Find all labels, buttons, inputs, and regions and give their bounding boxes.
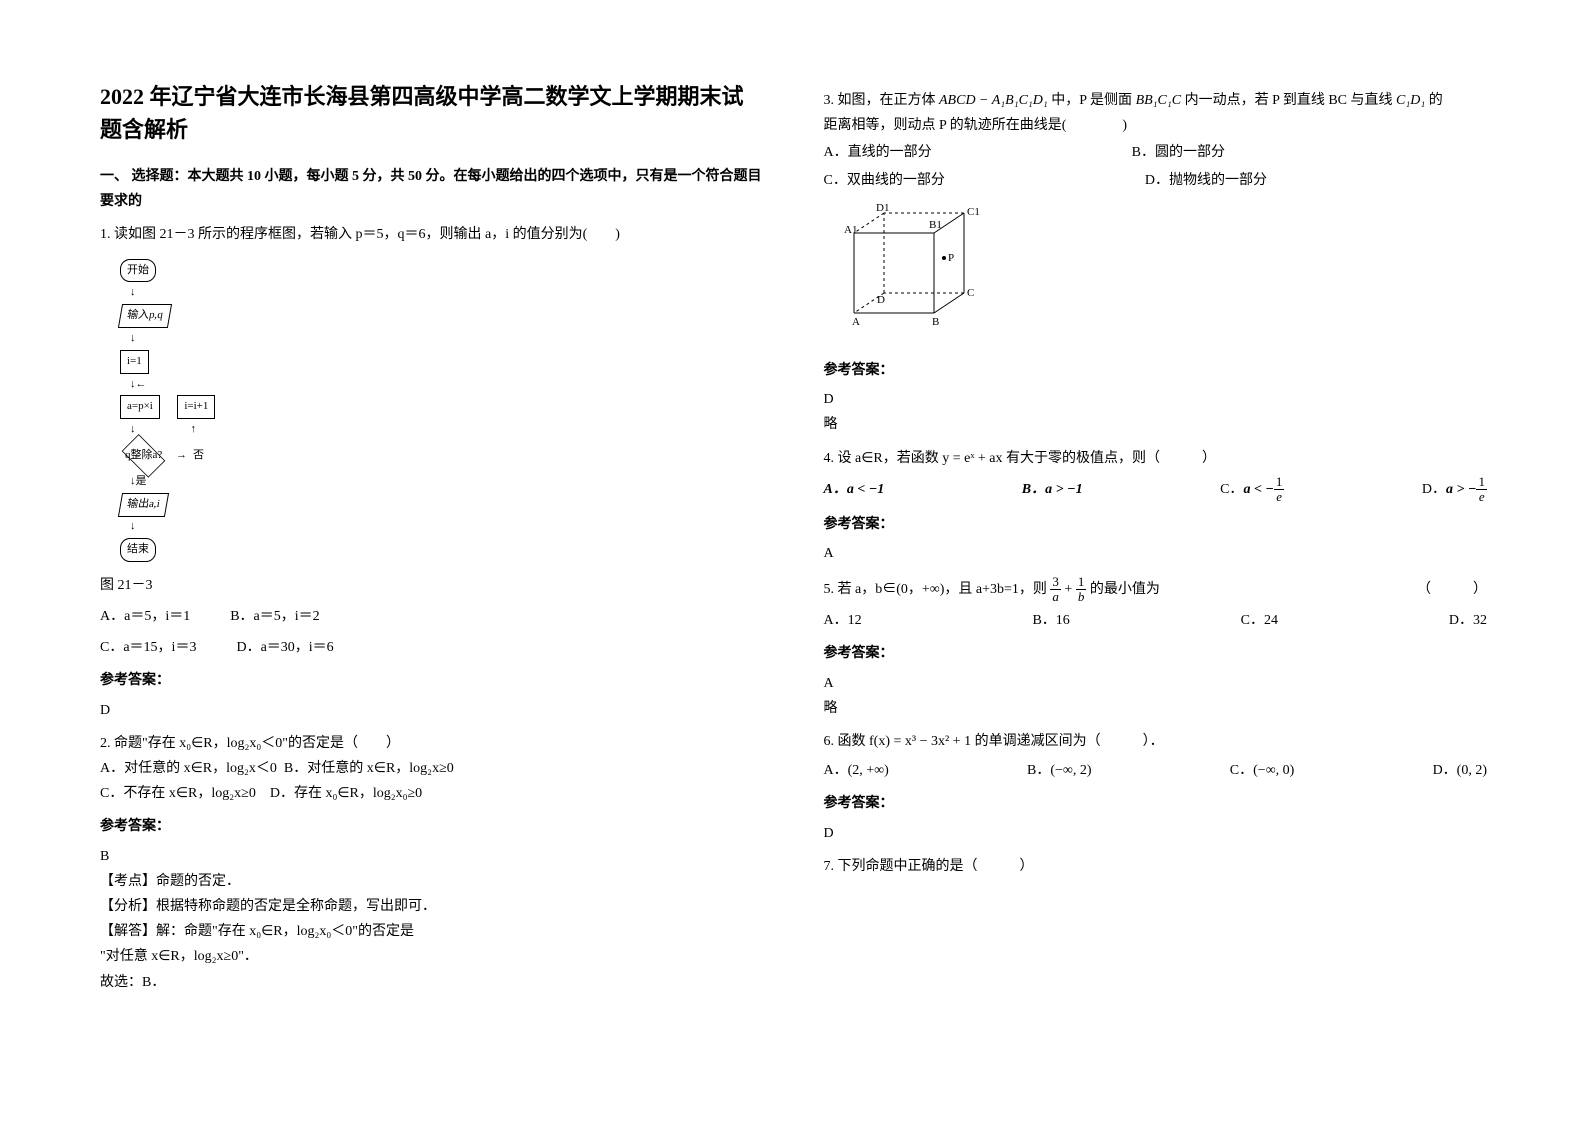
question-2: 2. 命题"存在 x₀∈R，log₂x₀＜0"的否定是（ ） A．对任意的 x∈… bbox=[100, 731, 764, 995]
question-6: 6. 函数 f(x) = x³ − 3x² + 1 的单调递减区间为（ ）． A… bbox=[824, 729, 1488, 846]
question-4: 4. 设 a∈R，若函数 y = eˣ + ax 有大于零的极值点，则（ ） A… bbox=[824, 446, 1488, 567]
svg-text:B1: B1 bbox=[929, 219, 942, 231]
q2-detail2: 【分析】根据特称命题的否定是全称命题，写出即可． bbox=[100, 894, 764, 919]
section-1-heading: 一、 选择题：本大题共 10 小题，每小题 5 分，共 50 分。在每小题给出的… bbox=[100, 164, 764, 214]
q3-opt-a: A．直线的一部分 bbox=[824, 140, 932, 165]
q6-opt-b: B．(−∞, 2) bbox=[1027, 758, 1092, 783]
flow-no: 否 bbox=[193, 446, 204, 466]
question-3: 3. 如图，在正方体 ABCD − A₁B₁C₁D₁ 中，P 是侧面 BB₁C₁… bbox=[824, 88, 1488, 438]
svg-text:C1: C1 bbox=[967, 206, 980, 218]
q4-opt-c: C．a < −1e bbox=[1220, 475, 1284, 505]
q3-line1: 3. 如图，在正方体 ABCD − A₁B₁C₁D₁ 中，P 是侧面 BB₁C₁… bbox=[824, 88, 1488, 113]
svg-text:B: B bbox=[932, 316, 939, 328]
flow-a-calc: a=p×i bbox=[120, 395, 160, 419]
question-5: 5. 若 a，b∈(0，+∞)，且 a+3b=1，则 3a + 1b 的最小值为… bbox=[824, 575, 1488, 721]
q5-answer-label: 参考答案： bbox=[824, 641, 1488, 666]
flow-end: 结束 bbox=[120, 538, 156, 562]
q6-answer: D bbox=[824, 821, 1488, 846]
question-7: 7. 下列命题中正确的是（ ） bbox=[824, 854, 1488, 879]
q5-note: 略 bbox=[824, 696, 1488, 721]
flow-input: 输入p,q bbox=[118, 304, 172, 328]
flow-output: 输出a,i bbox=[118, 493, 169, 517]
q6-answer-label: 参考答案： bbox=[824, 791, 1488, 816]
q3-opt-c: C．双曲线的一部分 bbox=[824, 168, 945, 193]
q7-text: 7. 下列命题中正确的是（ ） bbox=[824, 854, 1488, 879]
q3-line2: 距离相等，则动点 P 的轨迹所在曲线是( ) bbox=[824, 113, 1488, 138]
q2-answer: B bbox=[100, 844, 764, 869]
q3-answer-label: 参考答案： bbox=[824, 358, 1488, 383]
q5-opt-d: D．32 bbox=[1449, 608, 1487, 633]
q6-text: 6. 函数 f(x) = x³ − 3x² + 1 的单调递减区间为（ ）． bbox=[824, 729, 1488, 754]
svg-text:A: A bbox=[852, 316, 860, 328]
q6-opt-d: D．(0, 2) bbox=[1433, 758, 1487, 783]
q3-answer: D bbox=[824, 387, 1488, 412]
q4-opt-d: D．a > −1e bbox=[1422, 475, 1487, 505]
q4-answer-label: 参考答案： bbox=[824, 512, 1488, 537]
q2-detail1: 【考点】命题的否定． bbox=[100, 869, 764, 894]
q2-answer-label: 参考答案： bbox=[100, 814, 764, 839]
q1-opt-c: C．a＝15，i＝3 bbox=[100, 635, 196, 660]
q3-note: 略 bbox=[824, 412, 1488, 437]
q1-opt-a: A．a＝5，i＝1 bbox=[100, 604, 190, 629]
question-1: 1. 读如图 21－3 所示的程序框图，若输入 p＝5，q＝6，则输出 a，i … bbox=[100, 222, 764, 722]
svg-text:A1: A1 bbox=[844, 224, 857, 236]
q2-detail4: "对任意 x∈R，log₂x≥0"． bbox=[100, 944, 764, 969]
q1-text: 1. 读如图 21－3 所示的程序框图，若输入 p＝5，q＝6，则输出 a，i … bbox=[100, 222, 764, 247]
q1-opt-b: B．a＝5，i＝2 bbox=[230, 604, 319, 629]
q3-opt-d: D．抛物线的一部分 bbox=[1145, 168, 1267, 193]
q5-opt-b: B．16 bbox=[1032, 608, 1069, 633]
flow-start: 开始 bbox=[120, 259, 156, 283]
q2-opt-d: D．存在 x₀∈R，log₂x₀≥0 bbox=[270, 786, 422, 801]
svg-text:D1: D1 bbox=[876, 203, 889, 214]
q1-caption: 图 21－3 bbox=[100, 573, 764, 598]
q5-opt-a: A．12 bbox=[824, 608, 862, 633]
q4-answer: A bbox=[824, 541, 1488, 566]
q6-opt-a: A．(2, +∞) bbox=[824, 758, 889, 783]
q2-opt-b: B．对任意的 x∈R，log₂x≥0 bbox=[284, 761, 454, 776]
svg-text:C: C bbox=[967, 287, 974, 299]
q2-opt-a: A．对任意的 x∈R，log₂x＜0 bbox=[100, 761, 277, 776]
svg-text:D: D bbox=[877, 294, 885, 306]
flow-i-init: i=1 bbox=[120, 350, 149, 374]
right-column: 3. 如图，在正方体 ABCD − A₁B₁C₁D₁ 中，P 是侧面 BB₁C₁… bbox=[824, 80, 1488, 1082]
q1-answer: D bbox=[100, 698, 764, 723]
q6-opt-c: C．(−∞, 0) bbox=[1230, 758, 1295, 783]
q3-cube-diagram: A B C D A1 B1 C1 D1 P bbox=[834, 203, 1004, 333]
q5-opt-c: C．24 bbox=[1241, 608, 1278, 633]
flow-yes: 是 bbox=[136, 475, 147, 487]
left-column: 2022 年辽宁省大连市长海县第四高级中学高二数学文上学期期末试题含解析 一、 … bbox=[100, 80, 764, 1082]
q4-opt-a: A．a < −1 bbox=[824, 477, 885, 502]
q2-detail3: 【解答】解：命题"存在 x₀∈R，log₂x₀＜0"的否定是 bbox=[100, 919, 764, 944]
q4-text: 4. 设 a∈R，若函数 y = eˣ + ax 有大于零的极值点，则（ ） bbox=[824, 446, 1488, 471]
q3-opt-b: B．圆的一部分 bbox=[1132, 140, 1225, 165]
q1-answer-label: 参考答案： bbox=[100, 668, 764, 693]
q1-opt-d: D．a＝30，i＝6 bbox=[236, 635, 333, 660]
q5-text: 5. 若 a，b∈(0，+∞)，且 a+3b=1，则 3a + 1b 的最小值为… bbox=[824, 575, 1488, 605]
q2-text: 2. 命题"存在 x₀∈R，log₂x₀＜0"的否定是（ ） bbox=[100, 731, 764, 756]
q1-flowchart: 开始 ↓ 输入p,q ↓ i=1 ↓← a=p×i i=i+1 ↓ ↑ q整除a… bbox=[120, 258, 764, 563]
svg-text:P: P bbox=[948, 252, 954, 264]
q2-detail5: 故选：B． bbox=[100, 970, 764, 995]
exam-title: 2022 年辽宁省大连市长海县第四高级中学高二数学文上学期期末试题含解析 bbox=[100, 80, 764, 146]
flow-i-inc: i=i+1 bbox=[177, 395, 215, 419]
q4-opt-b: B．a > −1 bbox=[1022, 477, 1083, 502]
q2-opt-c: C．不存在 x∈R，log₂x≥0 bbox=[100, 786, 256, 801]
q5-answer: A bbox=[824, 671, 1488, 696]
